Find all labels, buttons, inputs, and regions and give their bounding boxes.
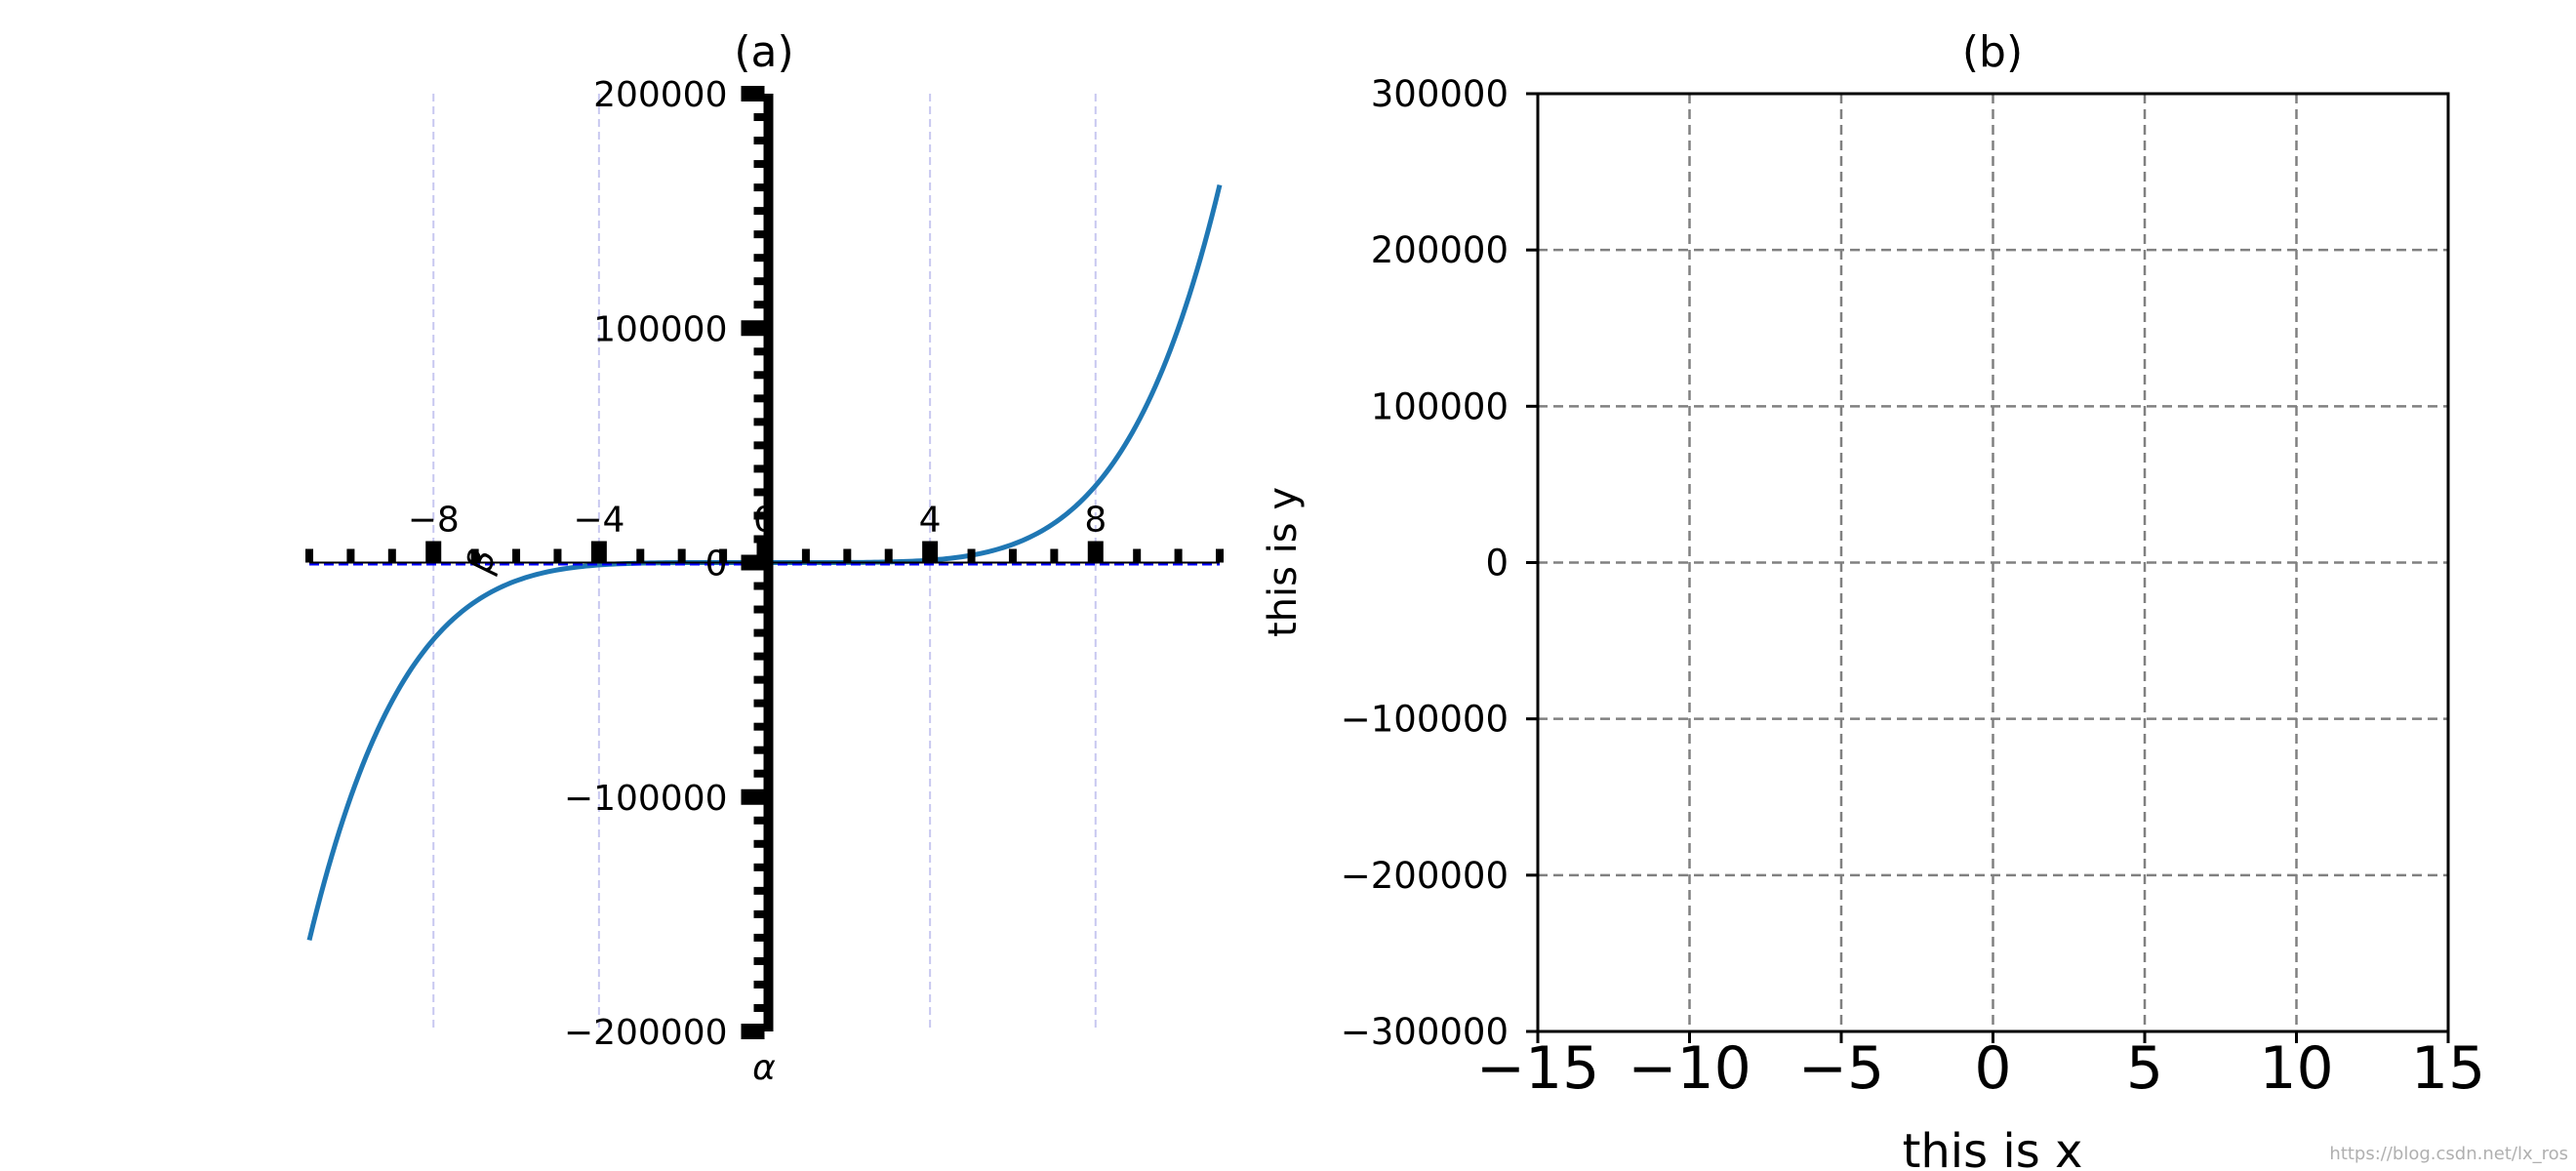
x-tick-label: 4 <box>919 501 942 541</box>
x-tick-label: −15 <box>1476 1034 1600 1103</box>
y-tick-label: 0 <box>1485 543 1509 585</box>
ticks-a <box>305 86 1224 1039</box>
x-tick-label: −8 <box>408 501 460 541</box>
chart-title-a: (a) <box>734 27 793 77</box>
y-axis-label: this is y <box>1261 487 1306 637</box>
x-tick-label: 0 <box>753 501 776 541</box>
tick-labels-b: −15 −10 −5 0 5 10 15 −300000 −200000 −100000 0 1000… <box>1341 73 2485 1103</box>
chart-panel-b: −15 −10 −5 0 5 10 15 −300000 −200000 −100000 0 1000… <box>1261 27 2485 1171</box>
y-tick-label: −200000 <box>564 1013 728 1053</box>
x-tick-label: −10 <box>1628 1034 1751 1103</box>
chart-panel-a: −8 −4 0 4 8 −200000 −100000 0 100000 200000 (a) α… <box>305 27 1224 1088</box>
x-tick-label: 5 <box>2126 1034 2163 1103</box>
x-tick-label: −4 <box>573 501 624 541</box>
y-tick-label: −200000 <box>1341 855 1509 897</box>
y-tick-label: 100000 <box>593 309 727 349</box>
x-tick-label: 10 <box>2259 1034 2333 1103</box>
watermark: https://blog.csdn.net/lx_ros <box>2329 1144 2568 1164</box>
y-spine-label: α <box>752 1048 776 1088</box>
grid-a <box>432 94 1097 1031</box>
tick-labels-a: −8 −4 0 4 8 −200000 −100000 0 100000 200000 <box>408 75 1107 1053</box>
y-tick-label: 100000 <box>1371 385 1509 427</box>
x-tick-label: 15 <box>2411 1034 2485 1103</box>
x-axis-label: this is x <box>1903 1124 2083 1171</box>
y-tick-label: −100000 <box>564 779 728 819</box>
x-tick-label: 8 <box>1084 501 1107 541</box>
x-spine-label: β <box>460 545 504 579</box>
y-tick-label: −100000 <box>1341 699 1509 741</box>
y-tick-label: 200000 <box>593 75 727 115</box>
ticks-b <box>1526 92 2450 1043</box>
x-tick-label: −5 <box>1798 1034 1884 1103</box>
y-tick-label: 200000 <box>1371 229 1509 271</box>
y-tick-label: 0 <box>705 545 728 585</box>
chart-title-b: (b) <box>1962 27 2023 77</box>
x-tick-label: 0 <box>1974 1034 2011 1103</box>
y-tick-label: −300000 <box>1341 1011 1509 1053</box>
grid-b <box>1538 94 2448 1031</box>
y-tick-label: 300000 <box>1371 73 1509 115</box>
